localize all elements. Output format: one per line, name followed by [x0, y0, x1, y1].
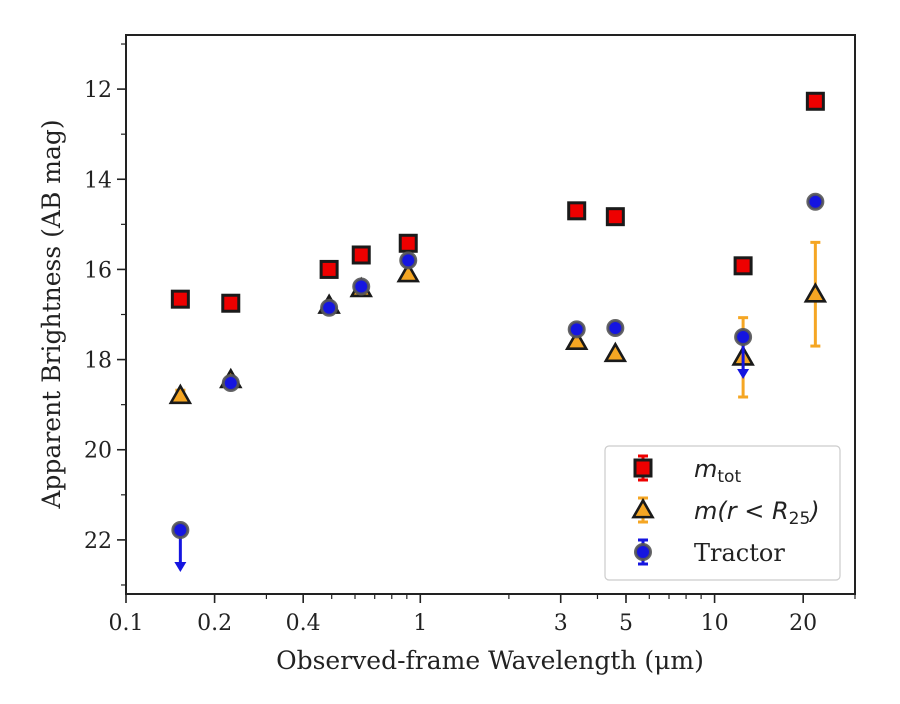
y-axis-label: Apparent Brightness (AB mag) [37, 119, 66, 509]
series-square [170, 91, 825, 313]
legend-marker-triangle [631, 497, 655, 519]
data-point-circle [734, 328, 753, 347]
data-point-circle [221, 374, 240, 393]
y-tick-label: 18 [84, 349, 112, 374]
y-tick-label: 14 [84, 168, 112, 193]
data-point-square [398, 233, 418, 253]
x-tick-label: 0.2 [197, 611, 232, 636]
x-tick-label: 1 [413, 611, 427, 636]
x-tick-label: 0.4 [286, 611, 321, 636]
data-point-square [170, 289, 190, 309]
data-point-triangle [803, 282, 828, 303]
series-triangle [168, 240, 828, 405]
data-point-square [351, 245, 371, 265]
y-tick-label: 20 [84, 439, 112, 464]
data-point-circle [320, 298, 339, 317]
data-point-square [805, 91, 825, 111]
data-point-triangle [564, 329, 589, 350]
data-point-circle [171, 520, 190, 539]
data-point-triangle [396, 261, 420, 283]
x-tick-label: 5 [619, 611, 633, 636]
chart-marks [168, 91, 828, 572]
data-point-circle [806, 192, 825, 211]
data-point-circle [567, 320, 586, 339]
legend-box [604, 445, 841, 581]
data-point-square [567, 201, 587, 221]
data-point-square [733, 256, 753, 276]
y-tick-label: 16 [84, 258, 112, 283]
data-point-square [319, 259, 339, 279]
x-tick-label: 0.1 [109, 611, 144, 636]
x-tick-label: 3 [554, 611, 568, 636]
legend-marker-circle [634, 543, 652, 561]
legend-label: Tractor [694, 539, 785, 567]
series-circle [171, 192, 825, 572]
legend-marker-square [633, 458, 653, 478]
y-tick-label: 12 [84, 78, 112, 103]
legend: mtot m(r < R25) Tractor [604, 445, 841, 581]
x-axis-label: Observed-frame Wavelength (μm) [276, 646, 704, 675]
legend-label: m(r < R25) [694, 497, 820, 529]
x-tick-label: 10 [701, 611, 729, 636]
axis-ticks: 0.1 0.2 0.4 1 3 5 10 20 12 14 16 18 20 22 [84, 43, 856, 636]
data-point-circle [399, 251, 418, 270]
data-point-square [221, 293, 241, 313]
data-point-triangle [603, 341, 628, 363]
data-point-triangle [168, 383, 193, 405]
x-tick-label: 20 [789, 611, 817, 636]
upper-limit-arrow [174, 561, 187, 572]
legend-label: mtot [694, 455, 741, 487]
data-point-square [605, 207, 625, 227]
y-tick-label: 22 [84, 529, 112, 554]
upper-limit-arrow [737, 369, 750, 380]
data-point-circle [352, 277, 371, 296]
data-point-circle [606, 319, 625, 338]
